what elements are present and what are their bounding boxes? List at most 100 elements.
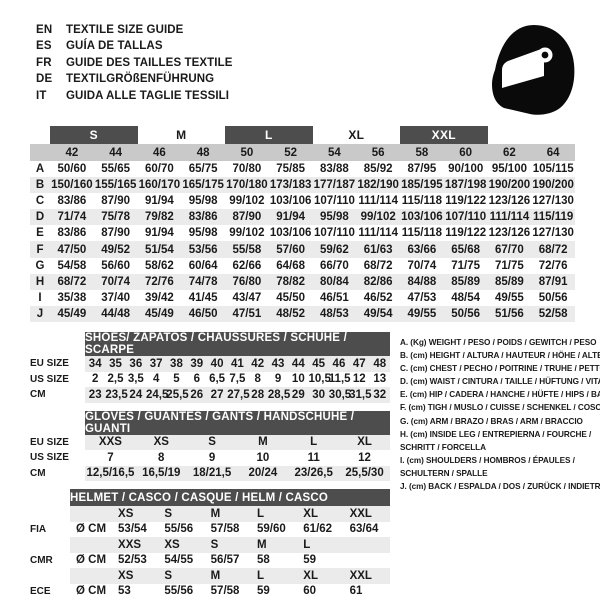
size-band-row: S M L XL XXL <box>30 126 575 144</box>
shoes-value-cell: 34 <box>85 356 106 372</box>
measurement-legend: A. (Kg) WEIGHT / PESO / POIDS / GEWITCH … <box>400 336 600 493</box>
shoes-value-cell: 10 <box>288 371 309 387</box>
eu-number-header-row: 42 44 46 48 50 52 54 56 58 60 62 64 <box>30 144 576 161</box>
measurement-cell: 87/95 <box>400 161 444 178</box>
shoes-value-cell: 27 <box>206 387 228 403</box>
measurement-cell: 48/54 <box>443 289 488 306</box>
shoes-value-cell: 2,5 <box>105 371 126 387</box>
shoes-value-cell: 12 <box>349 371 370 387</box>
measurement-cell: 99/102 <box>356 209 401 226</box>
table-row: US SIZE 2 2,5 3,5 4 5 6 6,5 7,5 8 9 10 10,5 11,5 12 13 <box>30 371 390 387</box>
shoes-value-cell: 37 <box>145 356 167 372</box>
gloves-value-cell: XL <box>339 434 390 450</box>
gloves-value-cell: 25,5/30 <box>339 465 390 481</box>
table-row: J 45/49 44/48 45/49 46/50 47/51 48/52 48/53 49/5… <box>30 305 576 322</box>
helmet-size-label: XS <box>112 568 159 584</box>
eu-size-header: 52 <box>268 144 313 161</box>
shoes-value-cell: 32 <box>369 387 390 403</box>
measurement-cell: 48/52 <box>268 305 313 322</box>
measurement-cell: 190/200 <box>531 177 576 194</box>
measurement-cell: 50/56 <box>443 305 488 322</box>
measurement-cell: 165/175 <box>181 177 226 194</box>
shoes-section: SHOES/ ZAPATOS / CHAUSSURES / SCHUHE / S… <box>30 332 390 411</box>
measurement-cell: 46/52 <box>356 289 401 306</box>
helmet-value-cell: 55/56 <box>158 521 205 537</box>
shoes-value-cell: 27,5 <box>227 387 250 403</box>
measurement-cell: 55/65 <box>93 161 138 178</box>
shoes-value-cell: 5 <box>166 371 187 387</box>
language-title: GUIDA ALLE TAGLIE TESSILI <box>66 89 230 102</box>
measurement-cell: 44/48 <box>93 305 138 322</box>
shoes-value-cell: 7,5 <box>227 371 248 387</box>
measurement-cell: 75/78 <box>93 209 138 226</box>
helmet-section: HELMET / CASCO / CASQUE / HELM / CASCO XS… <box>30 489 390 599</box>
eu-size-header: 58 <box>400 144 444 161</box>
helmet-size-row: XS S M L XL XXL <box>30 568 390 584</box>
measurement-cell: 49/55 <box>400 305 444 322</box>
measurement-cell: 49/55 <box>487 289 532 306</box>
eu-size-header: 54 <box>312 144 357 161</box>
helmet-standard-ece: ECE <box>30 583 71 599</box>
helmet-value-row: FIA Ø CM 53/54 55/56 57/58 59/60 61/62 63/64 <box>30 521 390 537</box>
shoes-value-cell: 30,5 <box>328 387 352 403</box>
table-row: D 71/74 75/78 79/82 83/86 87/90 91/94 95/98 99/1… <box>30 209 576 226</box>
measurement-cell: 50/56 <box>531 289 576 306</box>
measurement-cell: 70/74 <box>93 273 138 290</box>
measurement-cell: 79/82 <box>137 209 182 226</box>
helmet-value-cell: 53 <box>112 583 159 599</box>
shoes-value-cell: 25,5 <box>166 387 189 403</box>
helmet-value-cell <box>343 552 390 568</box>
measurement-cell: 82/86 <box>356 273 401 290</box>
table-row: B 150/160 155/165 160/170 165/175 170/180 173/… <box>30 177 576 194</box>
shoes-value-cell: 24 <box>125 387 146 403</box>
helmet-value-cell: 61/62 <box>297 521 344 537</box>
shoes-title-row: SHOES/ ZAPATOS / CHAUSSURES / SCHUHE / S… <box>30 332 390 356</box>
shoes-value-cell: 41 <box>227 356 248 372</box>
language-row: DE TEXTILGRÖßENFÜHRUNG <box>36 73 233 89</box>
gloves-value-cell: 12,5/16,5 <box>85 465 136 481</box>
shoes-value-cell: 3,5 <box>125 371 146 387</box>
measurement-cell: 85/89 <box>487 273 532 290</box>
measurement-cell: 60/64 <box>181 257 226 274</box>
measurement-cell: 85/89 <box>443 273 488 290</box>
language-code: EN <box>36 24 53 36</box>
helmet-value-cell: 56/57 <box>204 552 251 568</box>
measurement-cell: 57/60 <box>268 241 313 258</box>
helmet-value-cell: 59/60 <box>250 521 298 537</box>
gloves-value-cell: 9 <box>186 450 238 466</box>
helmet-size-label: XS <box>112 506 159 522</box>
helmet-size-label: M <box>204 568 251 584</box>
measurement-cell: 95/100 <box>487 161 532 178</box>
gloves-section: GLOVES / GUANTES / GANTS / HANDSCHUHE / … <box>30 410 390 489</box>
helmet-value-cell: 61 <box>343 583 390 599</box>
helmet-value-cell: 59 <box>297 552 344 568</box>
measurement-cell: 71/75 <box>487 257 532 274</box>
gloves-value-cell: 23/26,5 <box>288 465 340 481</box>
size-band-xl: XL <box>312 126 401 144</box>
measurement-cell: 49/52 <box>93 241 138 258</box>
eu-size-header: 50 <box>225 144 269 161</box>
helmet-value-cell: 57/58 <box>204 583 251 599</box>
helmet-standard-spacer <box>30 537 71 553</box>
table-row: EU SIZE XXS XS S M L XL <box>30 434 390 450</box>
legend-line: G. (cm) ARM / BRAZO / BRAS / ARM / BRACC… <box>400 416 583 426</box>
helmet-value-cell: 59 <box>250 583 298 599</box>
legend-line: F. (cm) TIGH / MUSLO / CUISSE / SCHENKEL… <box>400 403 600 413</box>
shoes-value-cell: 6,5 <box>206 371 228 387</box>
language-code: DE <box>36 73 53 86</box>
measurement-cell: 75/85 <box>268 161 313 178</box>
helmet-standard-spacer <box>30 568 71 584</box>
shoes-value-cell: 9 <box>267 371 289 387</box>
shoes-value-cell: 42 <box>247 356 268 372</box>
measurement-cell: 70/80 <box>225 161 269 178</box>
measurement-cell: 71/74 <box>50 209 94 226</box>
gloves-row-label: US SIZE <box>30 450 86 466</box>
helmet-unit: Ø CM <box>70 521 113 537</box>
helmet-unit-spacer <box>70 568 113 584</box>
shoes-value-cell: 40 <box>206 356 228 372</box>
measurement-cell: 63/66 <box>400 241 444 258</box>
helmet-value-cell: 60 <box>297 583 344 599</box>
helmet-size-label: S <box>204 537 251 553</box>
helmet-unit-spacer <box>70 506 113 522</box>
